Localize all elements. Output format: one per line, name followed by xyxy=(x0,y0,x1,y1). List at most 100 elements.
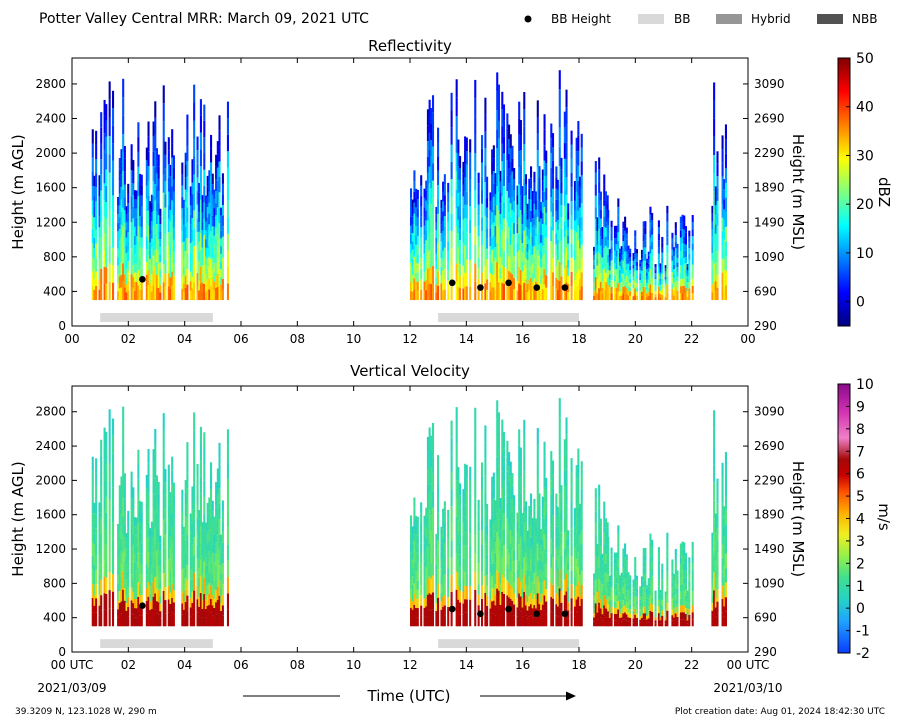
heatmap-cell xyxy=(204,522,208,532)
heatmap-cell xyxy=(632,583,635,588)
heatmap-cell xyxy=(551,543,555,558)
heatmap-cell xyxy=(518,184,521,201)
heatmap-cell xyxy=(98,605,101,616)
heatmap-cell xyxy=(565,177,568,195)
heatmap-cell xyxy=(502,218,506,235)
heatmap-cell xyxy=(117,239,120,249)
heatmap-cell xyxy=(103,593,106,610)
heatmap-cell xyxy=(425,260,428,271)
heatmap-cell xyxy=(506,533,509,550)
heatmap-cell xyxy=(625,245,628,252)
heatmap-cell xyxy=(137,538,140,553)
heatmap-cell xyxy=(152,255,155,271)
heatmap-cell xyxy=(411,224,414,234)
heatmap-cell xyxy=(629,287,632,292)
heatmap-cell xyxy=(135,617,138,627)
heatmap-cell xyxy=(191,206,194,218)
heatmap-cell xyxy=(455,263,458,282)
heatmap-cell xyxy=(420,175,423,186)
heatmap-cell xyxy=(215,251,218,264)
heatmap-cell xyxy=(162,192,165,211)
heatmap-cell xyxy=(620,621,623,627)
heatmap-cell xyxy=(447,548,450,559)
heatmap-cell xyxy=(139,247,142,259)
heatmap-cell xyxy=(111,90,115,109)
y-tick-label-right: 1490 xyxy=(754,215,785,229)
heatmap-cell xyxy=(516,233,519,243)
heatmap-cell xyxy=(172,215,175,228)
heatmap-cell xyxy=(610,286,613,294)
heatmap-cell xyxy=(617,601,620,610)
heatmap-cell xyxy=(491,539,494,552)
heatmap-cell xyxy=(551,529,555,544)
heatmap-cell xyxy=(647,259,650,264)
heatmap-cell xyxy=(506,471,509,488)
heatmap-cell xyxy=(640,266,644,271)
heatmap-cell xyxy=(474,171,477,190)
heatmap-cell xyxy=(133,526,137,536)
heatmap-cell xyxy=(459,156,462,169)
heatmap-cell xyxy=(551,272,555,287)
heatmap-cell xyxy=(196,504,199,519)
heatmap-cell xyxy=(711,205,714,214)
heatmap-cell xyxy=(596,571,599,579)
heatmap-cell xyxy=(95,514,98,529)
heatmap-cell xyxy=(189,541,192,552)
heatmap-cell xyxy=(644,260,647,268)
heatmap-cell xyxy=(499,498,502,509)
heatmap-cell xyxy=(635,605,638,610)
heatmap-cell xyxy=(157,529,160,543)
heatmap-cell xyxy=(575,273,578,287)
heatmap-cell xyxy=(459,554,462,567)
heatmap-cell xyxy=(186,534,189,550)
heatmap-cell xyxy=(499,519,502,531)
heatmap-cell xyxy=(550,494,553,510)
heatmap-cell xyxy=(103,576,106,594)
heatmap-cell xyxy=(464,572,467,586)
heatmap-cell xyxy=(455,79,458,98)
heatmap-cell xyxy=(465,545,468,560)
heatmap-cell xyxy=(679,543,682,551)
heatmap-cell xyxy=(220,207,223,216)
heatmap-cell xyxy=(601,614,604,621)
heatmap-cell xyxy=(508,270,511,286)
heatmap-cell xyxy=(430,610,433,627)
heatmap-cell xyxy=(435,206,438,215)
reflectivity-colorbar xyxy=(837,57,851,327)
heatmap-cell xyxy=(666,245,669,253)
heatmap-cell xyxy=(147,449,150,464)
heatmap-cell xyxy=(440,266,443,276)
heatmap-cell xyxy=(632,264,635,269)
heatmap-cell xyxy=(671,255,674,261)
heatmap-cell xyxy=(565,247,568,265)
heatmap-cell xyxy=(509,134,512,149)
heatmap-cell xyxy=(644,554,647,561)
heatmap-cell xyxy=(139,279,142,290)
heatmap-cell xyxy=(464,286,467,301)
heatmap-cell xyxy=(491,526,494,540)
heatmap-cell xyxy=(538,615,541,627)
heatmap-cell xyxy=(657,293,660,301)
heatmap-cell xyxy=(189,532,192,542)
heatmap-cell xyxy=(509,286,512,301)
heatmap-cell xyxy=(480,258,484,273)
heatmap-cell xyxy=(555,526,558,538)
heatmap-cell xyxy=(629,252,632,258)
heatmap-cell xyxy=(147,166,150,182)
heatmap-cell xyxy=(122,424,125,444)
heatmap-cell xyxy=(172,155,175,168)
heatmap-cell xyxy=(120,488,123,502)
heatmap-cell xyxy=(714,541,717,552)
heatmap-cell xyxy=(723,289,726,301)
y-tick-label: 2800 xyxy=(35,405,66,419)
heatmap-cell xyxy=(494,531,497,543)
heatmap-cell xyxy=(465,286,468,301)
heatmap-cell xyxy=(664,282,667,286)
heatmap-cell xyxy=(686,608,689,612)
heatmap-cell xyxy=(523,144,526,162)
heatmap-cell xyxy=(625,269,628,276)
heatmap-cell xyxy=(140,216,143,227)
heatmap-cell xyxy=(644,286,647,294)
heatmap-cell xyxy=(492,261,495,275)
heatmap-cell xyxy=(127,578,130,588)
